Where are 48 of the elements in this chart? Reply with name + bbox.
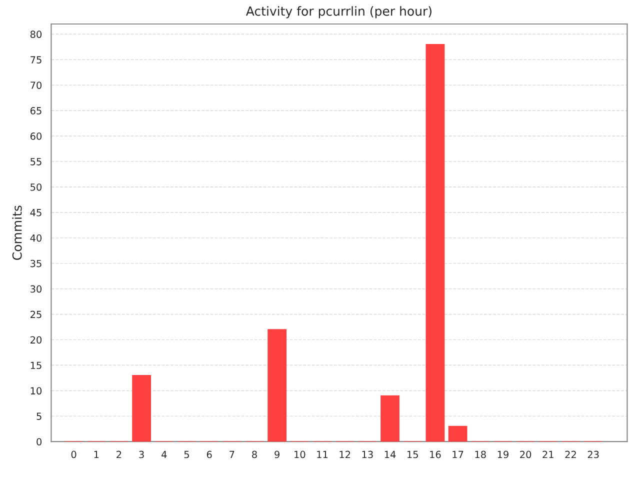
y-tick-label: 65 (30, 107, 42, 114)
y-axis-title: Commits (12, 206, 22, 260)
x-tick-label: 9 (274, 450, 280, 458)
x-tick-label: 20 (520, 450, 532, 458)
x-tick-label: 1 (94, 450, 99, 458)
x-tick-label: 10 (294, 450, 306, 458)
x-tick-label: 3 (139, 450, 144, 458)
y-tick-label: 0 (36, 438, 42, 446)
y-tick-label: 10 (30, 387, 42, 395)
x-tick-label: 21 (542, 450, 554, 458)
x-tick-label: 12 (340, 450, 350, 458)
y-tick-label: 30 (30, 285, 42, 293)
y-tick-label: 25 (30, 310, 42, 318)
y-tick-label: 20 (30, 336, 42, 344)
y-tick-label: 60 (30, 132, 42, 140)
x-tick-label: 11 (317, 450, 328, 458)
y-tick-label: 80 (30, 30, 42, 38)
bar (380, 395, 400, 442)
y-tick-label: 75 (30, 56, 42, 64)
x-tick-label: 6 (206, 450, 212, 458)
y-tick-label: 5 (36, 412, 42, 420)
x-tick-label: 8 (252, 450, 257, 458)
x-tick-label: 0 (71, 450, 76, 458)
x-tick-label: 16 (430, 450, 441, 458)
y-tick-label: 35 (30, 260, 42, 268)
y-tick-label: 50 (30, 183, 42, 191)
bar (132, 374, 152, 442)
x-tick-label: 15 (407, 450, 418, 458)
x-tick-label: 2 (116, 450, 122, 458)
y-tick-label: 70 (30, 82, 42, 89)
y-tick-label: 40 (30, 234, 42, 242)
x-tick-label: 23 (588, 450, 599, 458)
y-tick-label: 15 (30, 362, 42, 370)
bar (268, 329, 287, 442)
x-tick-label: 5 (184, 450, 189, 458)
x-tick-label: 4 (162, 450, 167, 458)
x-tick-label: 22 (565, 450, 576, 458)
x-tick-label: 19 (498, 450, 508, 458)
x-tick-label: 14 (384, 450, 396, 458)
y-tick-label: 55 (30, 158, 42, 166)
y-tick-label: 45 (30, 209, 42, 216)
x-tick-label: 18 (475, 450, 486, 458)
x-tick-label: 7 (230, 450, 234, 458)
x-tick-label: 13 (362, 450, 373, 458)
bar (426, 44, 445, 442)
bar (448, 426, 468, 442)
x-tick-label: 17 (452, 450, 464, 458)
chart-title: Activity for pcurrlin (per hour) (246, 6, 432, 18)
